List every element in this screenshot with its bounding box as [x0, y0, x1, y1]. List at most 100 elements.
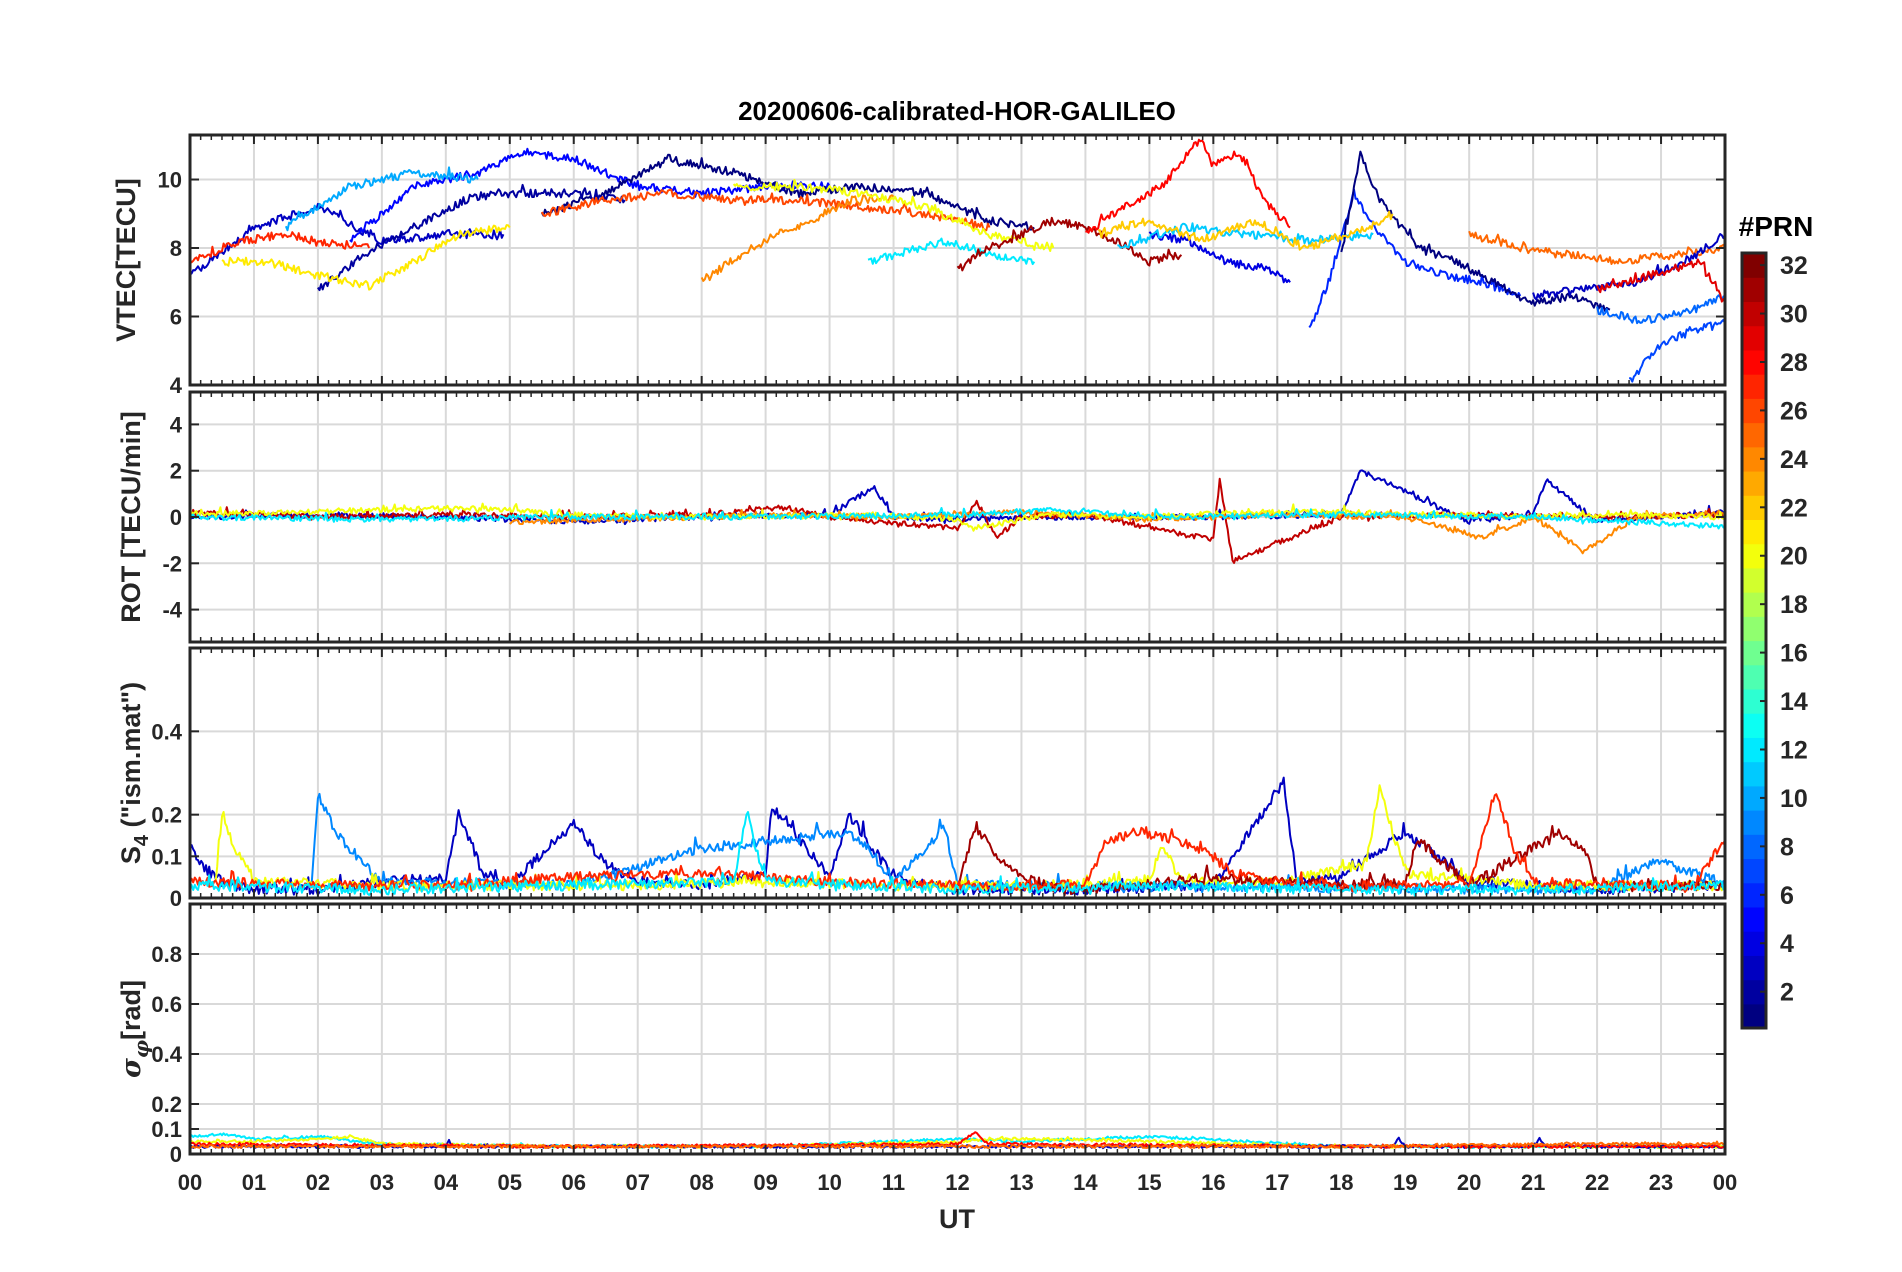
colorbar-tick-label: 10 — [1780, 785, 1808, 813]
x-tick-label: 21 — [1521, 1170, 1545, 1195]
x-tick-label: 15 — [1137, 1170, 1161, 1195]
x-tick-label: 14 — [1073, 1170, 1098, 1195]
colorbar-tick-label: 12 — [1780, 736, 1808, 764]
x-tick-label: 04 — [434, 1170, 459, 1195]
x-tick-label: 19 — [1393, 1170, 1417, 1195]
x-tick-label: 13 — [1009, 1170, 1033, 1195]
series-line-prn-25 — [1468, 230, 1725, 265]
colorbar-tick-label: 18 — [1780, 591, 1808, 619]
panel-sigphi-ylabel: σφ[rad] — [116, 980, 153, 1078]
series-line-prn-20 — [732, 178, 1055, 252]
x-tick-label: 08 — [689, 1170, 713, 1195]
series-line-prn-31 — [956, 216, 1183, 272]
series-line-prn-24 — [700, 194, 895, 282]
x-tick-label: 17 — [1265, 1170, 1289, 1195]
panel-rot-ticks: -4 -2 0 2 4 — [162, 392, 1726, 642]
colorbar-tick-label: 14 — [1780, 688, 1808, 716]
series-line-prn-22 — [1097, 210, 1394, 251]
series-line-prn-29 — [1596, 258, 1725, 304]
panel-s4: 0 0.1 0.2 0.4 S4 ("ism.mat") — [116, 646, 1727, 911]
series-line-prn-6 — [1308, 188, 1522, 328]
panel-vtec: 4 6 8 10 VTEC[TECU] — [111, 133, 1727, 398]
colorbar-swatch — [1742, 1003, 1766, 1029]
series-line-prn-30 — [190, 477, 1725, 564]
panel-sigphi: 00.10.2 0.4 0.6 0.8 σφ[rad] — [116, 902, 1727, 1167]
colorbar-swatch — [1742, 422, 1766, 448]
series-line-prn-5 — [349, 147, 831, 243]
panel-sigphi-ylabel-sub: φ — [129, 1040, 153, 1058]
x-tick-label: 05 — [498, 1170, 522, 1195]
series-line-prn-10 — [284, 166, 479, 232]
colorbar-swatch — [1742, 470, 1766, 496]
colorbar-tick-label: 2 — [1780, 979, 1794, 1007]
series-line-prn-20 — [190, 502, 1725, 532]
series-line-prn-2 — [317, 183, 626, 292]
colorbar-frame — [1740, 251, 1768, 1030]
series-line-prn-28 — [1085, 138, 1291, 234]
y-tick-label: 0.4 — [151, 1042, 182, 1067]
colorbar-swatch — [1742, 664, 1766, 690]
colorbar-tick-label: 20 — [1780, 543, 1808, 571]
y-tick-label: 0.2 — [151, 1092, 182, 1117]
x-axis-label: UT — [939, 1204, 975, 1234]
colorbar-tick-label: 30 — [1780, 301, 1808, 329]
colorbar-tick-label: 28 — [1780, 349, 1808, 377]
x-tick-label: 09 — [753, 1170, 777, 1195]
series-line-prn-8 — [1596, 294, 1725, 325]
panel-s4-ylabel-main: S — [116, 846, 146, 864]
panel-sigphi-ylabel-main: σ — [116, 1058, 147, 1078]
colorbar-tick-label: 16 — [1780, 640, 1808, 668]
colorbar-swatch — [1742, 616, 1766, 642]
colorbar-tick-label: 22 — [1780, 494, 1808, 522]
colorbar-tick-label: 32 — [1780, 252, 1808, 280]
x-tick-label: 20 — [1457, 1170, 1481, 1195]
panel-vtec-ylabel: VTEC[TECU] — [111, 178, 141, 342]
series-line-prn-3 — [1532, 233, 1725, 301]
series-line-prn-12 — [190, 506, 1725, 530]
y-tick-label: 0 — [170, 1142, 182, 1167]
colorbar-swatch — [1742, 810, 1766, 835]
colorbar-swatch — [1742, 277, 1766, 303]
panel-sigphi-grid — [190, 904, 1725, 1154]
colorbar-tick-label: 6 — [1780, 882, 1794, 910]
y-tick-label: 0 — [170, 886, 182, 911]
series-line-prn-12 — [867, 237, 1036, 266]
colorbar-swatch — [1742, 713, 1766, 738]
colorbar-tick-label: 24 — [1780, 446, 1808, 474]
x-tick-label: 01 — [242, 1170, 266, 1195]
colorbar-swatch — [1742, 858, 1766, 884]
x-tick-label: 10 — [817, 1170, 841, 1195]
x-tick-label: 18 — [1329, 1170, 1353, 1195]
x-tick-label: 22 — [1585, 1170, 1609, 1195]
series-line-prn-7 — [1629, 318, 1725, 383]
series-line-prn-27 — [190, 231, 371, 264]
y-tick-label: 0.6 — [151, 992, 182, 1017]
panel-rot-frame — [188, 390, 1727, 644]
panel-sigphi-frame — [188, 902, 1727, 1156]
y-tick-label: 8 — [170, 236, 182, 261]
series-line-prn-4 — [1148, 230, 1291, 284]
series-line-prn-1 — [1340, 150, 1611, 313]
panel-s4-ylabel: S4 ("ism.mat") — [116, 682, 153, 864]
colorbar-gradient — [1742, 253, 1766, 1029]
x-tick-label: 16 — [1201, 1170, 1225, 1195]
panel-vtec-frame — [188, 133, 1727, 387]
x-axis-tick-labels: 00 01 02 03 04 05 06 07 08 09 10 11 12 13 14 15 16 17 18 19… — [178, 1170, 1737, 1195]
x-tick-label: 00 — [1713, 1170, 1737, 1195]
y-tick-label: 0.2 — [151, 803, 182, 828]
x-tick-label: 12 — [945, 1170, 969, 1195]
y-tick-label: 0.1 — [151, 844, 182, 869]
x-tick-label: 00 — [178, 1170, 202, 1195]
panel-s4-frame — [188, 646, 1727, 900]
panel-s4-grid — [190, 648, 1725, 898]
colorbar-swatch — [1742, 761, 1766, 787]
colorbar-label: #PRN — [1739, 211, 1814, 242]
x-tick-label: 02 — [306, 1170, 330, 1195]
x-tick-label: 03 — [370, 1170, 394, 1195]
series-line-prn-26 — [540, 188, 991, 232]
panel-s4-ylabel-sub: 4 — [131, 834, 153, 846]
y-tick-label: -4 — [162, 598, 182, 623]
